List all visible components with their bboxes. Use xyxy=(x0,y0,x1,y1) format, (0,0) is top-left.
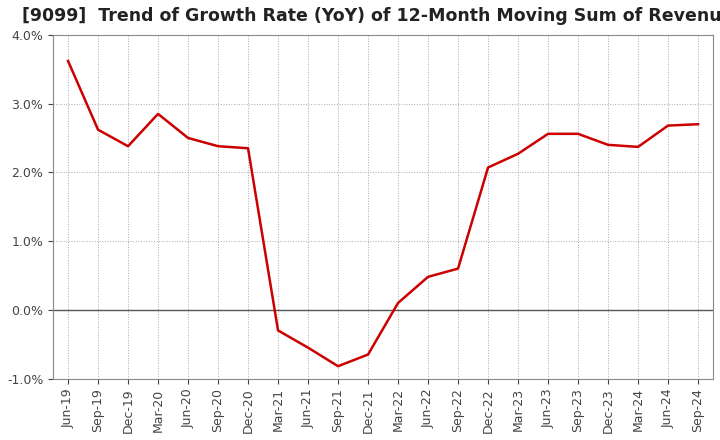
Title: [9099]  Trend of Growth Rate (YoY) of 12-Month Moving Sum of Revenues: [9099] Trend of Growth Rate (YoY) of 12-… xyxy=(22,7,720,25)
